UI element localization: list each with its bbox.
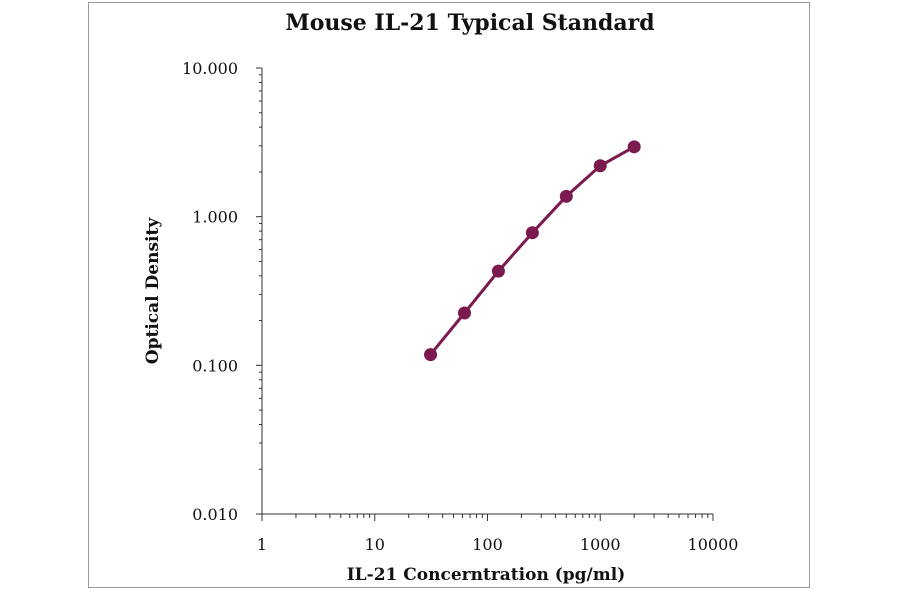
data-point <box>525 226 539 240</box>
data-point <box>593 159 607 173</box>
chart-title: Mouse IL-21 Typical Standard <box>285 10 654 36</box>
data-point <box>559 189 573 203</box>
x-tick-label: 10 <box>365 535 385 554</box>
x-tick-label: 10000 <box>688 535 739 554</box>
x-tick-label: 1 <box>257 535 267 554</box>
y-axis-label: Optical Density <box>143 217 163 365</box>
y-tick-label: 1.000 <box>192 208 238 227</box>
y-tick-label: 10.000 <box>182 59 238 78</box>
plot-area <box>424 140 641 362</box>
y-tick-label: 0.100 <box>192 356 238 375</box>
series-line <box>429 145 635 356</box>
axes: 1 10 100 1000 10000 0.010 0.100 1.000 10.000 <box>182 59 738 554</box>
y-tick-label: 0.010 <box>192 505 238 524</box>
x-tick-label: 100 <box>472 535 503 554</box>
data-point <box>424 348 438 362</box>
x-tick-label: 1000 <box>580 535 621 554</box>
chart-frame <box>88 2 810 588</box>
data-point <box>491 264 505 278</box>
x-axis-label: IL-21 Concerntration (pg/ml) <box>347 565 626 585</box>
data-point <box>627 140 641 154</box>
data-point <box>457 306 471 320</box>
